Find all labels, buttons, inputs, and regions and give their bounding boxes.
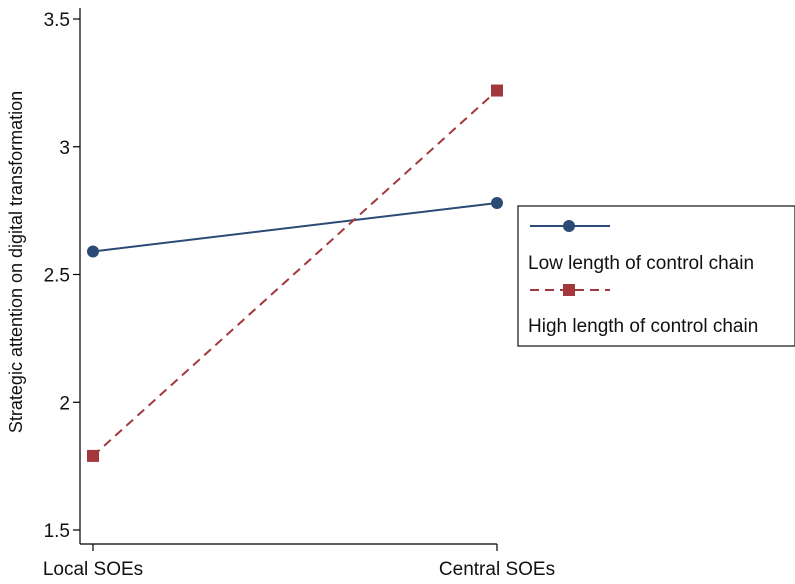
series-layer [87, 85, 503, 462]
y-tick-label: 1.5 [44, 521, 70, 542]
legend-key-marker [563, 220, 575, 232]
axes: 1.5 2 2.5 3 3.5 Local SOEs Central SOEs Strateg… [6, 8, 555, 580]
y-tick-label: 3.5 [44, 10, 70, 31]
legend-key-marker [563, 284, 575, 296]
data-point-circle [87, 246, 99, 258]
data-point-square [491, 85, 503, 97]
y-tick-label: 3 [59, 138, 70, 159]
y-tick-label: 2.5 [44, 266, 70, 287]
x-tick-label: Central SOEs [439, 559, 555, 580]
y-axis-title: Strategic attention on digital transform… [6, 91, 26, 433]
data-point-square [87, 450, 99, 462]
data-point-circle [491, 197, 503, 209]
legend: Low length of control chain High length o… [518, 206, 795, 346]
legend-label: High length of control chain [528, 316, 758, 337]
y-tick-label: 2 [59, 393, 70, 414]
series-line [93, 91, 497, 456]
x-tick-label: Local SOEs [43, 559, 143, 580]
series-line [93, 203, 497, 252]
legend-label: Low length of control chain [528, 253, 754, 274]
